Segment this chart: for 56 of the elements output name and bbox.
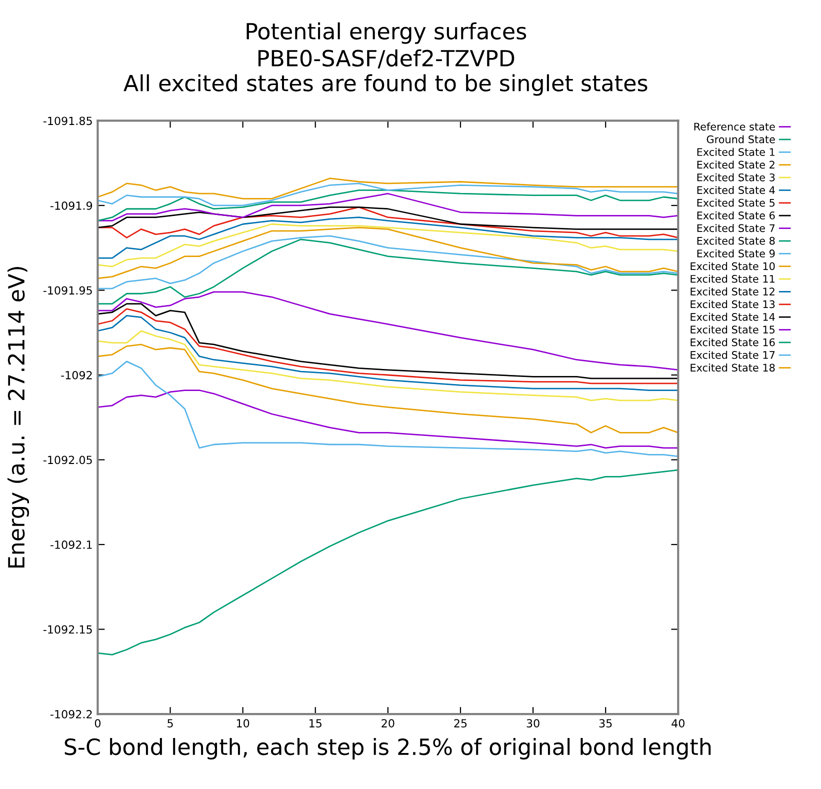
legend-label: Excited State 17 [690,350,775,359]
line-series [98,216,678,259]
line-series [98,390,678,449]
y-axis-title: Energy (a.u. = 27.2114 eV) [8,266,29,568]
legend-label: Excited State 3 [697,173,775,182]
x-tick-label: 10 [236,719,250,728]
y-tick-label: -1092 [61,370,92,380]
line-series [98,330,678,402]
y-tick-label: -1091.95 [43,286,92,295]
chart-title: Potential energy surfaces [246,22,526,44]
legend-label: Excited State 10 [690,262,775,270]
line-series [98,291,678,371]
x-axis-title: S-C bond length, each step is 2.5% of original bond length [64,738,711,760]
legend-label: Excited State 5 [697,198,775,207]
x-tick-label: 15 [310,719,322,728]
legend-label: Excited State 13 [690,300,775,308]
legend-label: Excited State 2 [697,160,774,169]
legend-label: Excited State 9 [697,249,775,258]
y-tick-label: -1091.85 [43,116,92,126]
line-series [98,344,678,434]
legend-label: Excited State 1 [697,148,774,156]
legend-label: Excited State 18 [690,364,775,372]
line-series [98,226,678,280]
legend-label: Excited State 8 [697,236,775,245]
line-series [98,206,678,230]
x-tick-label: 0 [94,719,100,728]
line-series [98,178,678,200]
legend-label: Excited State 12 [690,287,774,296]
line-series [98,238,678,304]
legend-label: Excited State 6 [697,211,775,220]
chart-subtitle: PBE0-SASF/def2-TZVPD All excited states are found to be singlet states [124,49,648,96]
y-tick-label: -1092.2 [50,710,92,718]
legend-label: Excited State 16 [690,338,775,346]
legend-label: Reference state [694,122,775,131]
legend-label: Excited State 4 [697,186,775,194]
x-tick-label: 30 [526,719,540,728]
line-series [98,469,678,656]
line-series [98,182,678,206]
y-tick-label: -1091.9 [50,201,92,210]
x-tick-label: 40 [672,719,684,728]
y-tick-label: -1092.1 [50,540,92,549]
y-tick-label: -1092.05 [43,456,92,464]
y-tick-label: -1092.15 [43,625,92,634]
legend-label: Excited State 14 [690,312,775,321]
legend-label: Excited State 7 [697,224,775,232]
x-tick-label: 5 [168,719,173,728]
x-tick-label: 25 [454,719,467,728]
line-series [98,223,678,268]
legend-label: Ground State [706,135,775,144]
legend-label: Excited State 15 [690,325,775,334]
line-series [98,235,678,290]
legend-label: Excited State 11 [690,274,774,283]
x-tick-label: 35 [599,719,612,728]
line-series [98,360,678,458]
line-series [98,314,678,391]
x-tick-label: 20 [382,719,394,728]
